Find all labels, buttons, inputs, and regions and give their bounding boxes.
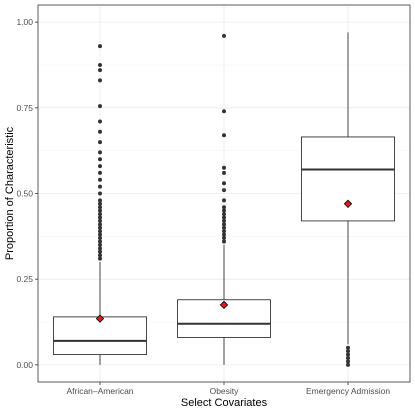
- outlier-point: [222, 239, 226, 244]
- outlier-point: [222, 236, 226, 241]
- outlier-point: [98, 170, 102, 175]
- outlier-point: [98, 242, 102, 247]
- outlier-point: [222, 170, 226, 175]
- outlier-point: [98, 150, 102, 155]
- mean-marker: [219, 300, 229, 310]
- outlier-point: [98, 225, 102, 230]
- outlier-point: [222, 225, 226, 230]
- outlier-point: [98, 256, 102, 261]
- outlier-point: [98, 215, 102, 220]
- outlier-point: [98, 62, 102, 67]
- x-tick-label: Emergency Admission: [306, 386, 390, 396]
- box-iqr: [53, 316, 147, 356]
- outlier-point: [222, 165, 226, 170]
- outlier-point: [98, 119, 102, 124]
- outlier-point: [222, 33, 226, 38]
- y-tick-label: 1.00: [16, 17, 33, 27]
- outlier-point: [98, 68, 102, 73]
- outlier-point: [346, 345, 350, 350]
- y-tick-label: 0.25: [16, 274, 33, 284]
- y-tick-label: 0.75: [16, 103, 33, 113]
- outlier-point: [98, 198, 102, 203]
- outlier-layer: [98, 33, 350, 367]
- outlier-point: [98, 201, 102, 206]
- y-axis-title: Proportion of Characteristic: [4, 126, 16, 260]
- outlier-point: [222, 212, 226, 217]
- mean-marker: [343, 199, 353, 208]
- y-tick-label: 0.00: [16, 360, 33, 370]
- outlier-point: [222, 229, 226, 234]
- outlier-point: [98, 184, 102, 189]
- outlier-point: [222, 205, 226, 210]
- outlier-point: [222, 232, 226, 237]
- outlier-point: [222, 208, 226, 213]
- outlier-point: [98, 232, 102, 237]
- outlier-point: [98, 208, 102, 213]
- y-tick-label: 0.50: [16, 189, 33, 199]
- outlier-point: [98, 218, 102, 223]
- outlier-point: [98, 140, 102, 145]
- outlier-point: [222, 222, 226, 227]
- outlier-point: [98, 229, 102, 234]
- outlier-point: [222, 109, 226, 114]
- outlier-point: [98, 249, 102, 254]
- outlier-point: [346, 352, 350, 357]
- outlier-point: [98, 212, 102, 217]
- outlier-point: [98, 246, 102, 251]
- outlier-point: [222, 198, 226, 203]
- outlier-point: [98, 239, 102, 244]
- x-axis-title: Select Covariates: [181, 397, 268, 409]
- outlier-point: [98, 191, 102, 196]
- outlier-point: [98, 253, 102, 258]
- x-tick-label: African–American: [66, 386, 133, 396]
- outlier-point: [98, 78, 102, 83]
- axis-layer: 0.00 0.25 0.50 0.75 1.00 African–American Obes…: [16, 17, 390, 396]
- outlier-point: [98, 44, 102, 49]
- outlier-point: [98, 129, 102, 134]
- outlier-point: [346, 362, 350, 367]
- outlier-point: [98, 104, 102, 109]
- box-iqr: [301, 136, 395, 222]
- outlier-point: [98, 205, 102, 210]
- outlier-point: [222, 215, 226, 220]
- outlier-point: [98, 164, 102, 169]
- x-tick-label: Obesity: [210, 386, 240, 396]
- outlier-point: [346, 356, 350, 361]
- mean-layer: [95, 199, 353, 323]
- mean-marker: [95, 314, 105, 323]
- outlier-point: [346, 349, 350, 354]
- outlier-point: [346, 359, 350, 364]
- outlier-point: [98, 222, 102, 227]
- outlier-point: [222, 188, 226, 193]
- outlier-point: [222, 181, 226, 186]
- outlier-point: [222, 133, 226, 138]
- outlier-point: [222, 218, 226, 223]
- outlier-point: [98, 177, 102, 182]
- outlier-point: [98, 157, 102, 162]
- outlier-point: [98, 236, 102, 241]
